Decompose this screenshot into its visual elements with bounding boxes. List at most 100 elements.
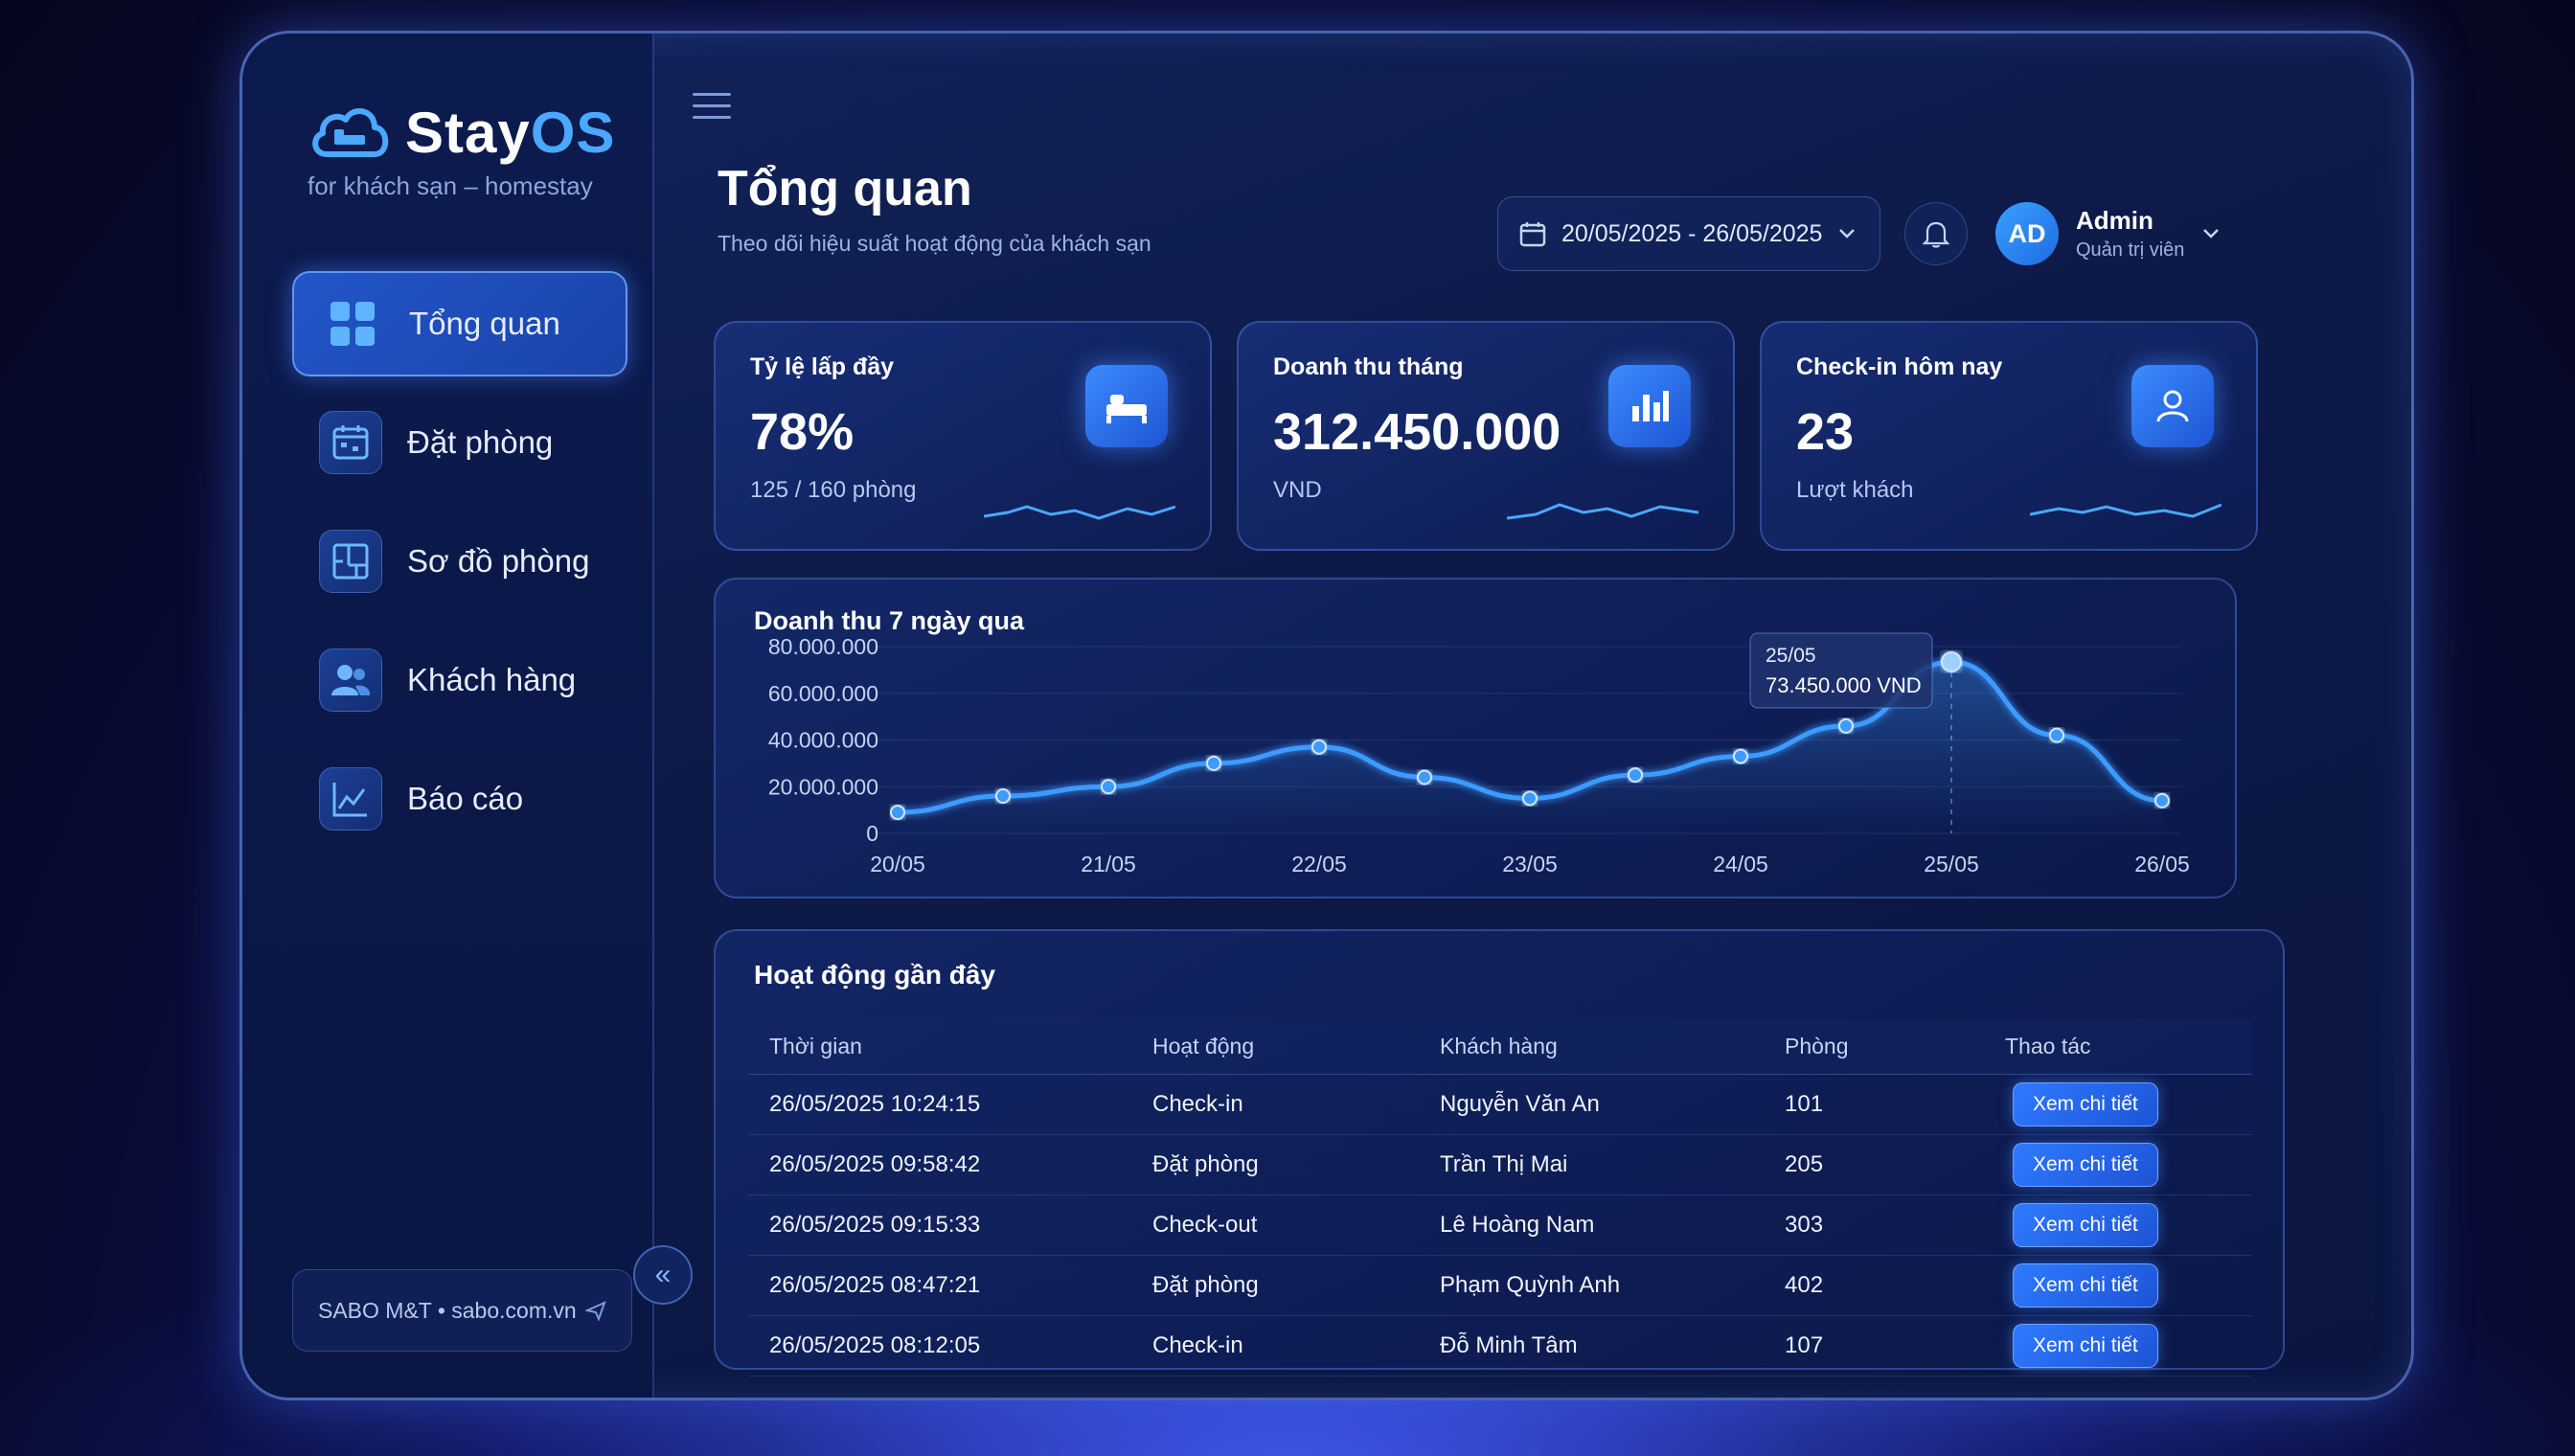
notifications-button[interactable] xyxy=(1904,202,1968,265)
cell-action: Check-in xyxy=(1152,1332,1243,1358)
view-detail-button[interactable]: Xem chi tiết xyxy=(2013,1082,2158,1126)
data-point xyxy=(1838,717,1854,734)
view-detail-button[interactable]: Xem chi tiết xyxy=(2013,1324,2158,1368)
sidebar-item-customers[interactable]: Khách hàng xyxy=(292,627,627,733)
sidebar-item-label: Sơ đồ phòng xyxy=(407,543,590,579)
sidebar-item-reports[interactable]: Báo cáo xyxy=(292,746,627,852)
line-chart-icon xyxy=(319,767,382,830)
view-detail-button[interactable]: Xem chi tiết xyxy=(2013,1203,2158,1247)
y-tick-label: 60.000.000 xyxy=(768,681,878,706)
cell-room: 101 xyxy=(1785,1091,1824,1117)
collapse-sidebar-button[interactable]: « xyxy=(633,1245,693,1305)
stat-label: Doanh thu tháng xyxy=(1273,353,1464,380)
stat-label: Tỷ lệ lấp đầy xyxy=(750,353,895,380)
sidebar-item-room-map[interactable]: Sơ đồ phòng xyxy=(292,509,627,614)
view-detail-button[interactable]: Xem chi tiết xyxy=(2013,1263,2158,1308)
table-row: 26/05/2025 08:12:05 Check-in Đỗ Minh Tâm… xyxy=(748,1316,2252,1376)
date-range-picker[interactable]: 20/05/2025 - 26/05/2025 xyxy=(1497,196,1880,271)
users-icon xyxy=(319,648,382,712)
user-menu[interactable]: AD Admin Quản trị viên xyxy=(1995,202,2221,265)
table-row: 26/05/2025 09:15:33 Check-out Lê Hoàng N… xyxy=(748,1195,2252,1256)
stat-card-occupancy: Tỷ lệ lấp đầy 78% 125 / 160 phòng xyxy=(714,321,1212,551)
revenue-chart-card: Doanh thu 7 ngày qua 80.000.000 60.000.00… xyxy=(714,578,2237,899)
x-tick-label: 22/05 xyxy=(1291,852,1347,876)
send-icon xyxy=(585,1301,606,1321)
activity-table: Thời gian Hoạt động Khách hàng Phòng Tha… xyxy=(748,1019,2252,1376)
y-tick-label: 40.000.000 xyxy=(768,728,878,753)
sidebar-item-label: Tổng quan xyxy=(409,306,560,341)
data-point xyxy=(1311,739,1327,755)
x-tick-label: 20/05 xyxy=(870,852,925,876)
sidebar-item-label: Báo cáo xyxy=(407,781,524,816)
x-tick-label: 24/05 xyxy=(1713,852,1768,876)
page-title: Tổng quan xyxy=(718,161,972,216)
stat-value: 23 xyxy=(1796,403,1855,461)
x-tick-label: 26/05 xyxy=(2134,852,2190,876)
data-point xyxy=(1733,748,1748,764)
table-title: Hoạt động gần đây xyxy=(754,960,995,990)
cell-guest: Đỗ Minh Tâm xyxy=(1440,1332,1578,1358)
cell-guest: Lê Hoàng Nam xyxy=(1440,1212,1595,1238)
column-header: Phòng xyxy=(1785,1034,1849,1058)
table-row: 26/05/2025 08:47:21 Đặt phòng Phạm Quỳnh… xyxy=(748,1256,2252,1316)
stat-value: 78% xyxy=(750,403,855,461)
x-tick-label: 23/05 xyxy=(1502,852,1558,876)
sparkline xyxy=(2030,503,2222,518)
series-line xyxy=(897,659,2163,815)
data-point xyxy=(1206,755,1221,771)
y-tick-label: 80.000.000 xyxy=(768,634,878,659)
calendar-icon xyxy=(1519,222,1546,247)
company-link[interactable]: SABO M&T • sabo.com.vn xyxy=(318,1297,577,1323)
data-point xyxy=(1417,769,1432,785)
data-point xyxy=(995,788,1011,804)
stat-sub: VND xyxy=(1273,477,1322,503)
stat-sub: Lượt khách xyxy=(1796,477,1914,503)
recent-activity-card: Hoạt động gần đây Thời gian Hoạt động Kh… xyxy=(714,929,2285,1376)
series-area xyxy=(898,661,2162,833)
cell-room: 107 xyxy=(1785,1332,1824,1358)
sidebar-item-overview[interactable]: Tổng quan xyxy=(292,271,627,376)
view-detail-button[interactable]: Xem chi tiết xyxy=(2013,1143,2158,1187)
data-point xyxy=(1941,650,1962,672)
stat-value: 312.450.000 xyxy=(1273,403,1561,461)
cell-room: 402 xyxy=(1785,1272,1824,1298)
chart-title: Doanh thu 7 ngày qua xyxy=(754,606,1025,635)
sparkline xyxy=(984,505,1175,520)
cloud-bed-icon xyxy=(312,108,389,157)
cell-time: 26/05/2025 09:15:33 xyxy=(769,1212,981,1238)
calendar-icon xyxy=(319,411,382,474)
stat-label: Check-in hôm nay xyxy=(1796,353,2003,380)
bed-icon xyxy=(1085,365,1168,447)
date-range-value: 20/05/2025 - 26/05/2025 xyxy=(1561,219,1823,247)
cell-action: Đặt phòng xyxy=(1152,1151,1259,1177)
user-icon xyxy=(2131,365,2214,447)
data-point xyxy=(2154,792,2170,808)
data-point xyxy=(1522,790,1538,807)
column-header: Hoạt động xyxy=(1152,1034,1255,1058)
chevron-down-icon xyxy=(1839,229,1856,239)
data-point xyxy=(890,805,905,821)
cell-time: 26/05/2025 09:58:42 xyxy=(769,1151,981,1177)
sidebar-footer[interactable]: SABO M&T • sabo.com.vn xyxy=(292,1269,632,1352)
sidebar-item-bookings[interactable]: Đặt phòng xyxy=(292,390,627,495)
column-header: Thời gian xyxy=(769,1034,862,1058)
data-point xyxy=(2049,727,2064,743)
tooltip-box xyxy=(1749,632,1933,709)
sparkline xyxy=(1507,503,1698,520)
x-tick-label: 21/05 xyxy=(1081,852,1136,876)
stat-card-revenue: Doanh thu tháng 312.450.000 VND xyxy=(1237,321,1735,551)
page-subtitle: Theo dõi hiệu suất hoạt động của khách s… xyxy=(718,231,1151,256)
menu-icon[interactable] xyxy=(693,93,731,122)
data-point xyxy=(1101,779,1116,795)
table-row: 26/05/2025 10:24:15 Check-in Nguyễn Văn … xyxy=(748,1075,2252,1135)
y-tick-label: 0 xyxy=(866,821,878,846)
brand-logo: StayOS for khách sạn – homestay xyxy=(308,99,615,201)
column-header: Khách hàng xyxy=(1440,1034,1558,1058)
cell-guest: Trần Thị Mai xyxy=(1440,1151,1568,1177)
brand-name: StayOS xyxy=(405,100,616,165)
revenue-line-chart: 80.000.000 60.000.000 40.000.000 20.000.000… xyxy=(768,632,2190,876)
stat-sub: 125 / 160 phòng xyxy=(750,477,917,503)
floor-plan-icon xyxy=(319,530,382,593)
main-content: Tổng quan Theo dõi hiệu suất hoạt động c… xyxy=(654,34,2411,1398)
x-tick-label: 25/05 xyxy=(1924,852,1979,876)
